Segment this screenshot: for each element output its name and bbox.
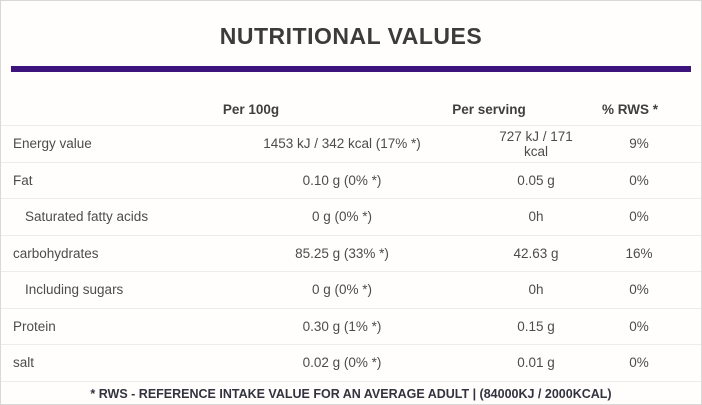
- row-label: salt: [13, 355, 35, 371]
- table-row-including-sugars: Including sugars 0 g (0% *) 0h 0%: [1, 272, 701, 309]
- value-rws: 0%: [629, 209, 649, 225]
- row-label: carbohydrates: [13, 245, 99, 261]
- table-row-saturated-fatty-acids: Saturated fatty acids 0 g (0% *) 0h 0%: [1, 199, 701, 236]
- value-rws: 0%: [629, 282, 649, 298]
- table-row-protein: Protein 0.30 g (1% *) 0.15 g 0%: [1, 309, 701, 345]
- column-header-per-serving: Per serving: [452, 101, 526, 117]
- row-label: Protein: [13, 318, 56, 334]
- value-per-100g: 0.30 g (1% *): [302, 318, 382, 334]
- row-label: Fat: [13, 172, 33, 188]
- value-per-100g: 0.10 g (0% *): [302, 172, 382, 188]
- value-per-100g: 0 g (0% *): [311, 209, 373, 225]
- value-per-serving: 0.01 g: [517, 355, 555, 371]
- value-per-serving: 42.63 g: [513, 245, 559, 261]
- value-per-serving: 0h: [528, 209, 544, 225]
- table-row-salt: salt 0.02 g (0% *) 0.01 g 0%: [1, 345, 701, 382]
- table-row-fat: Fat 0.10 g (0% *) 0.05 g 0%: [1, 163, 701, 199]
- value-per-serving: 0.15 g: [517, 318, 555, 334]
- table-header-row: Per 100g Per serving % RWS *: [1, 93, 701, 126]
- value-rws: 0%: [629, 318, 649, 334]
- value-rws: 0%: [629, 355, 649, 371]
- value-per-100g: 0 g (0% *): [311, 282, 373, 298]
- row-label: Energy value: [13, 136, 92, 152]
- accent-divider-bar: [11, 66, 691, 72]
- value-per-100g: 0.02 g (0% *): [302, 355, 382, 371]
- table-row-energy-value: Energy value 1453 kJ / 342 kcal (17% *) …: [1, 126, 701, 163]
- value-per-serving: 727 kJ / 171 kcal: [499, 128, 573, 159]
- value-per-100g: 1453 kJ / 342 kcal (17% *): [263, 136, 421, 152]
- value-per-serving: 0h: [528, 282, 544, 298]
- page-title: NUTRITIONAL VALUES: [219, 23, 483, 49]
- value-per-100g: 85.25 g (33% *): [295, 245, 389, 261]
- rws-footnote: * RWS - REFERENCE INTAKE VALUE FOR AN AV…: [90, 386, 612, 401]
- value-rws: 9%: [629, 136, 649, 152]
- value-rws: 0%: [629, 172, 649, 188]
- value-rws: 16%: [625, 245, 653, 261]
- column-header-per-100g: Per 100g: [222, 101, 280, 117]
- row-label: Saturated fatty acids: [25, 209, 149, 225]
- row-label: Including sugars: [25, 282, 124, 298]
- value-per-serving: 0.05 g: [517, 172, 555, 188]
- column-header-rws: % RWS *: [601, 101, 658, 117]
- table-row-carbohydrates: carbohydrates 85.25 g (33% *) 42.63 g 16…: [1, 236, 701, 272]
